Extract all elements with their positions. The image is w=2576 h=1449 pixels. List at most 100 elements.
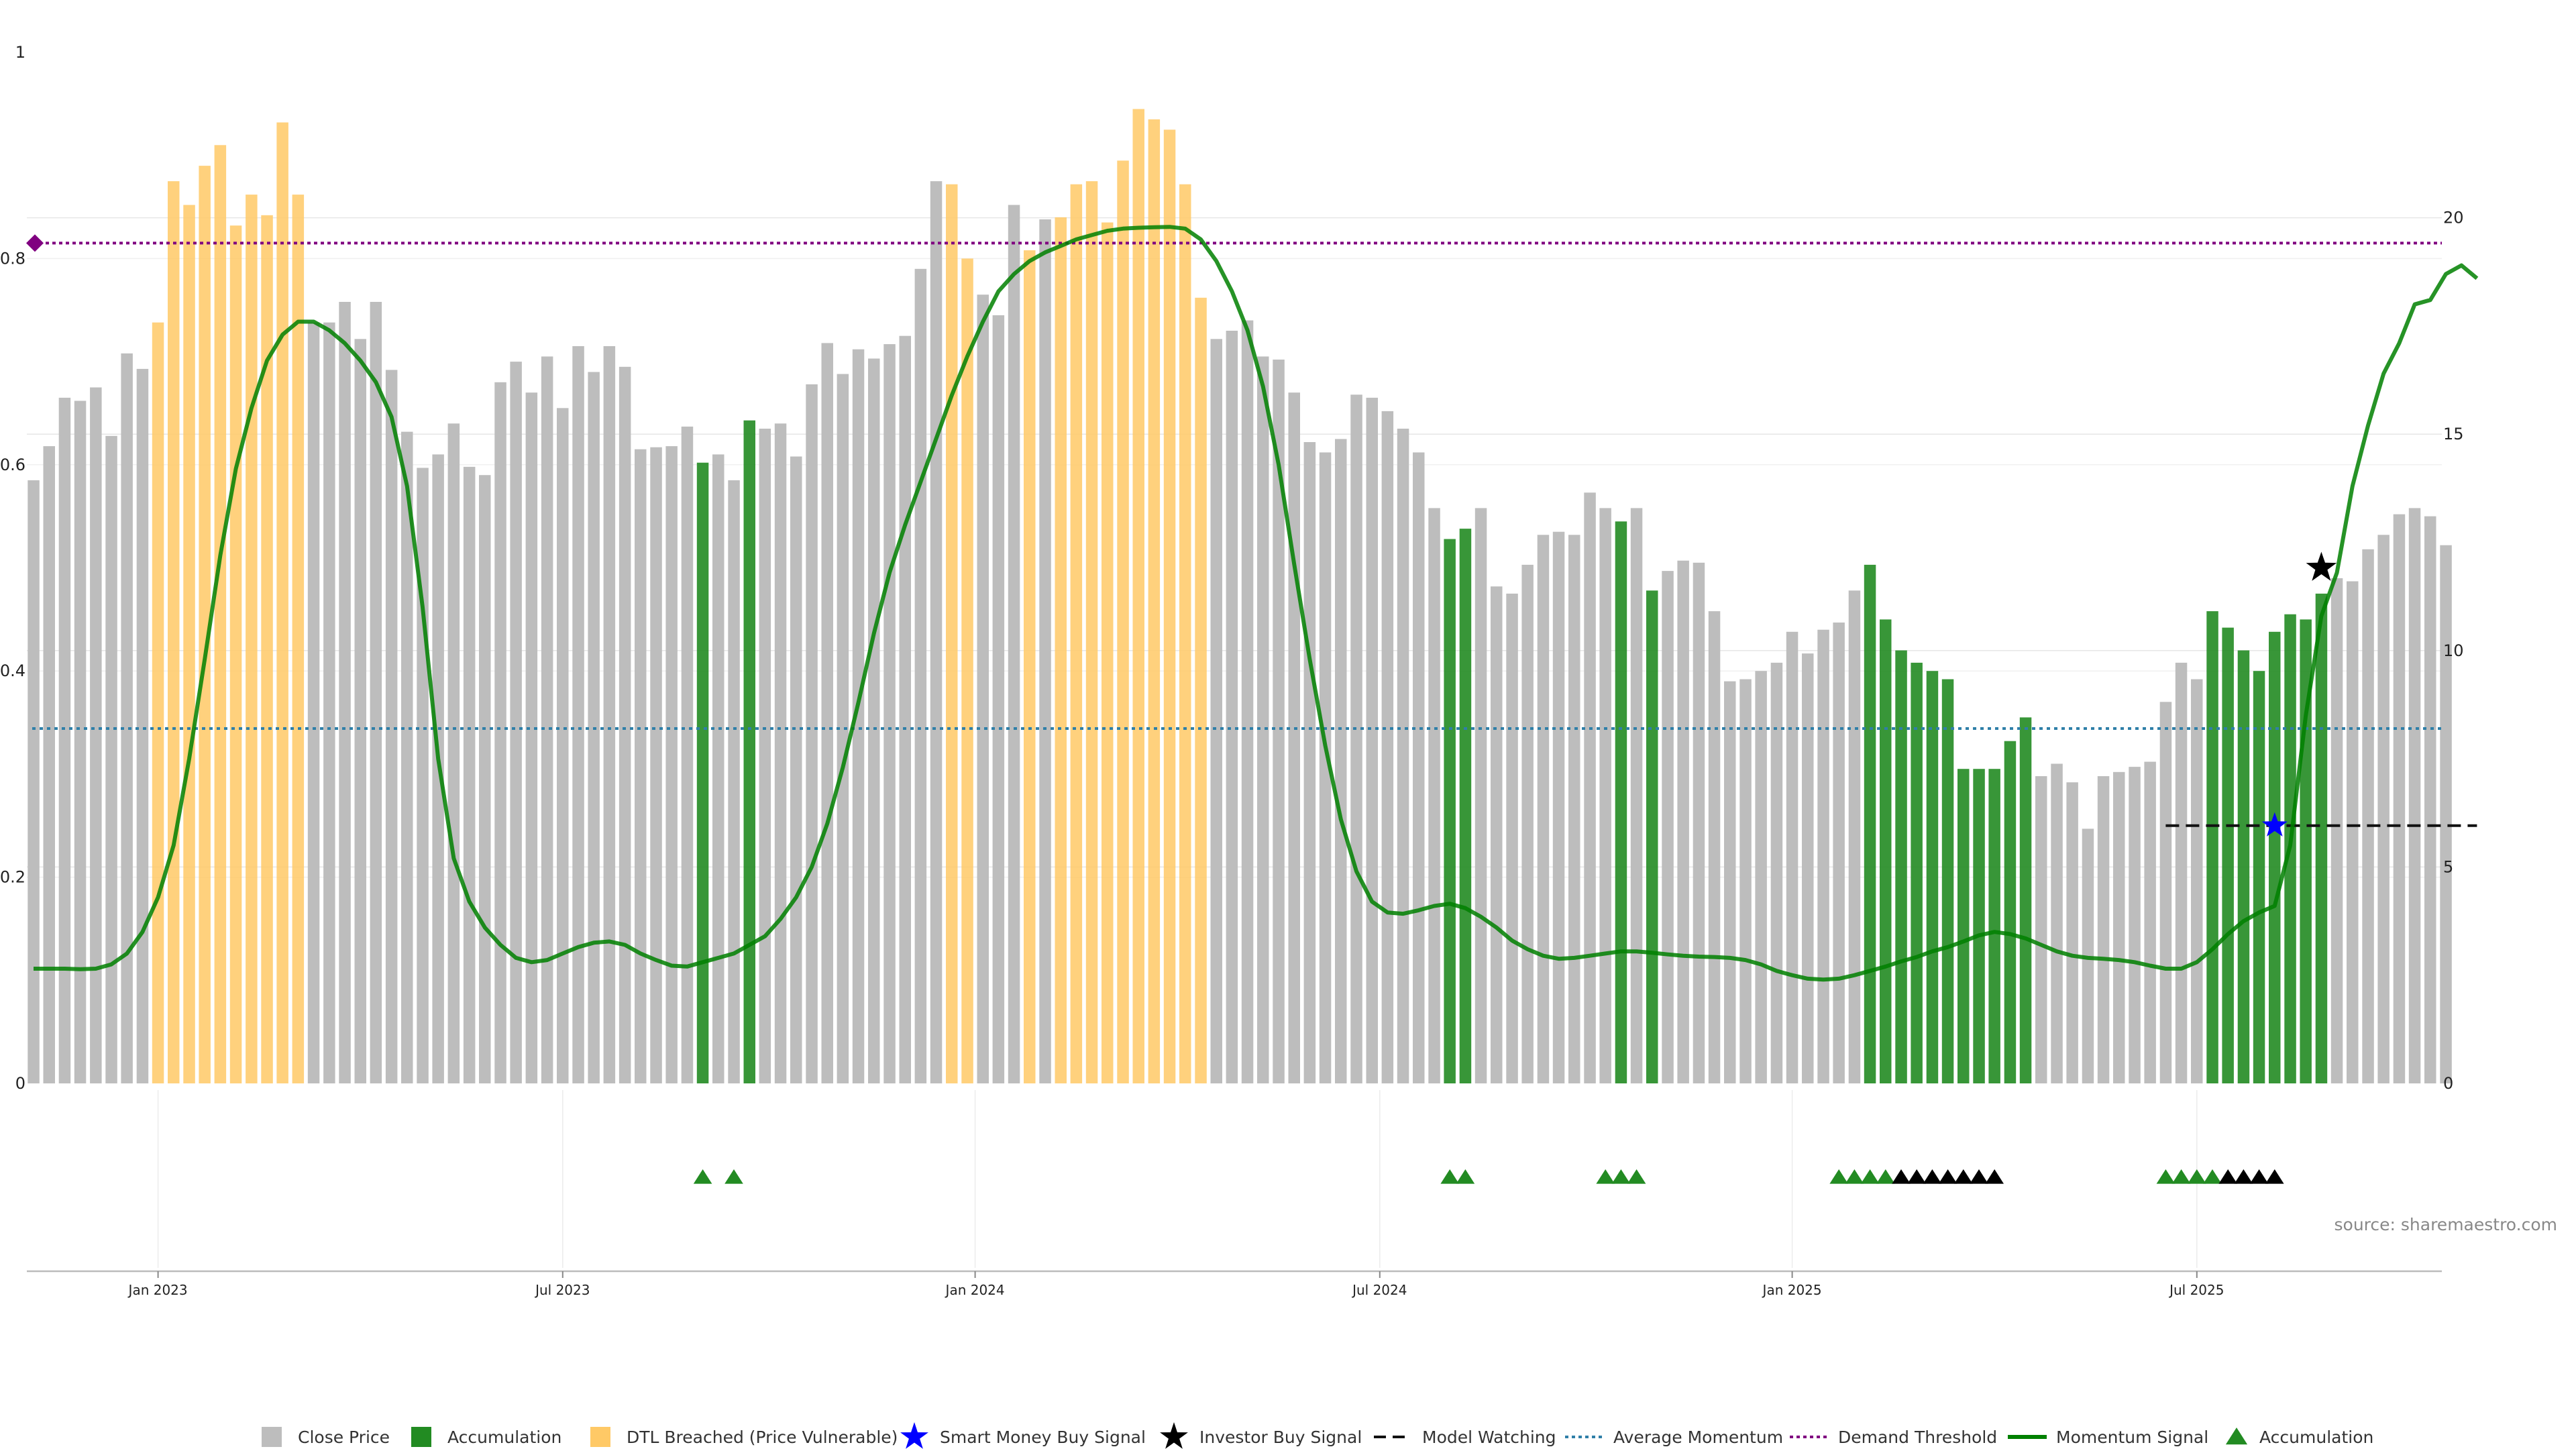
bar-dtl_breached xyxy=(152,322,164,1084)
legend-star xyxy=(1160,1422,1188,1449)
bar-close xyxy=(1350,394,1362,1083)
bar-accumulation xyxy=(1444,539,1456,1083)
bar-accumulation xyxy=(1895,650,1907,1083)
bar-close xyxy=(681,426,694,1083)
bar-dtl_breached xyxy=(1195,297,1207,1083)
bar-close xyxy=(370,302,382,1083)
legend-label: Investor Buy Signal xyxy=(1199,1428,1362,1447)
bar-close xyxy=(1755,671,1767,1083)
bar-close xyxy=(650,447,662,1083)
x-tick-label: Jan 2024 xyxy=(945,1282,1005,1298)
right-tick-label: 0 xyxy=(2443,1074,2453,1093)
accumulation-marker xyxy=(2203,1169,2222,1184)
right-tick-label: 10 xyxy=(2443,641,2464,660)
bar-close xyxy=(2377,535,2390,1083)
bar-close xyxy=(1630,508,1643,1083)
investor-marker xyxy=(2249,1169,2269,1184)
legend-item-investor-star: Investor Buy Signal xyxy=(1160,1422,1362,1449)
bar-dtl_breached xyxy=(229,225,242,1084)
bar-close xyxy=(510,362,522,1083)
investor-marker xyxy=(1938,1169,1957,1184)
bar-close xyxy=(2035,776,2047,1083)
bar-close xyxy=(1552,531,1565,1083)
bar-accumulation xyxy=(1880,619,1892,1083)
legend-label: Demand Threshold xyxy=(1838,1428,1997,1447)
left-tick-label: 0.6 xyxy=(0,455,25,474)
legend-label: Close Price xyxy=(298,1428,390,1447)
right-tick-label: 5 xyxy=(2443,857,2453,876)
bar-close xyxy=(2393,514,2406,1083)
bar-accumulation xyxy=(1864,564,1876,1083)
legend-item-dtl_breached-square: DTL Breached (Price Vulnerable) xyxy=(590,1427,898,1447)
bar-close xyxy=(2144,761,2156,1083)
bar-close xyxy=(2347,581,2359,1083)
x-tick-label: Jul 2025 xyxy=(2168,1282,2224,1298)
x-tick-label: Jan 2025 xyxy=(1762,1282,1822,1298)
bar-close xyxy=(1008,205,1020,1083)
bar-close xyxy=(572,346,584,1083)
bar-close xyxy=(1739,679,1752,1083)
legend-item-smart_money-star: Smart Money Buy Signal xyxy=(900,1422,1146,1449)
bar-dtl_breached xyxy=(946,184,958,1084)
momentum-line xyxy=(34,225,2479,982)
investor-marker xyxy=(1970,1169,1988,1184)
bar-close xyxy=(525,392,538,1084)
bar-accumulation xyxy=(2315,593,2328,1083)
bar-close xyxy=(852,349,865,1084)
bar-close xyxy=(2408,508,2421,1083)
bar-close xyxy=(307,322,320,1084)
legend-label: Average Momentum xyxy=(1613,1428,1783,1447)
legend-item-accumulation-triangle: Accumulation xyxy=(2225,1428,2373,1447)
bar-close xyxy=(74,400,87,1083)
bar-close xyxy=(992,315,1005,1083)
investor-marker xyxy=(2265,1169,2284,1184)
left-tick-label: 0.8 xyxy=(0,249,25,268)
bar-close xyxy=(1708,611,1721,1083)
right-tick-label: 20 xyxy=(2443,209,2464,227)
buy-signals xyxy=(2261,551,2337,837)
bar-dtl_breached xyxy=(276,122,288,1083)
bar-close xyxy=(58,397,71,1083)
bar-dtl_breached xyxy=(214,145,227,1083)
bar-dtl_breached xyxy=(292,195,305,1084)
accumulation-marker xyxy=(1860,1169,1880,1184)
bar-close xyxy=(136,368,149,1083)
legend-label: Accumulation xyxy=(447,1428,561,1447)
x-tick-label: Jul 2023 xyxy=(534,1282,590,1298)
left-tick-label: 1 xyxy=(15,43,25,62)
bar-close xyxy=(2113,771,2125,1083)
bar-close xyxy=(1397,429,1409,1083)
accumulation-marker xyxy=(693,1169,712,1184)
bar-close xyxy=(401,431,413,1083)
bar-accumulation xyxy=(1926,671,1939,1083)
bar-close xyxy=(1833,623,1845,1083)
bar-close xyxy=(354,339,366,1083)
investor-marker xyxy=(2218,1169,2237,1184)
bar-close xyxy=(774,423,787,1083)
bar-close xyxy=(2175,662,2188,1083)
bar-close xyxy=(541,356,553,1083)
bar-close xyxy=(1599,508,1611,1083)
bar-dtl_breached xyxy=(1055,217,1067,1083)
bar-close xyxy=(1335,439,1347,1083)
bar-close xyxy=(603,346,616,1083)
bar-dtl_breached xyxy=(961,258,973,1083)
bar-close xyxy=(1677,560,1689,1083)
legend-swatch xyxy=(262,1427,282,1447)
bar-close xyxy=(121,353,133,1083)
bar-close xyxy=(2159,702,2172,1083)
investor-marker xyxy=(1923,1169,1942,1184)
bar-close xyxy=(837,374,849,1083)
bar-close xyxy=(1786,631,1799,1083)
bar-accumulation xyxy=(1646,590,1658,1083)
bar-close xyxy=(635,449,647,1083)
accumulation-marker xyxy=(1845,1169,1864,1184)
bar-close xyxy=(1226,331,1238,1083)
bar-accumulation xyxy=(1941,679,1954,1083)
bar-close xyxy=(1303,442,1316,1083)
bar-close xyxy=(883,344,896,1083)
bar-close xyxy=(1288,392,1300,1084)
bar-close xyxy=(1474,508,1487,1083)
accumulation-marker xyxy=(1611,1169,1631,1184)
